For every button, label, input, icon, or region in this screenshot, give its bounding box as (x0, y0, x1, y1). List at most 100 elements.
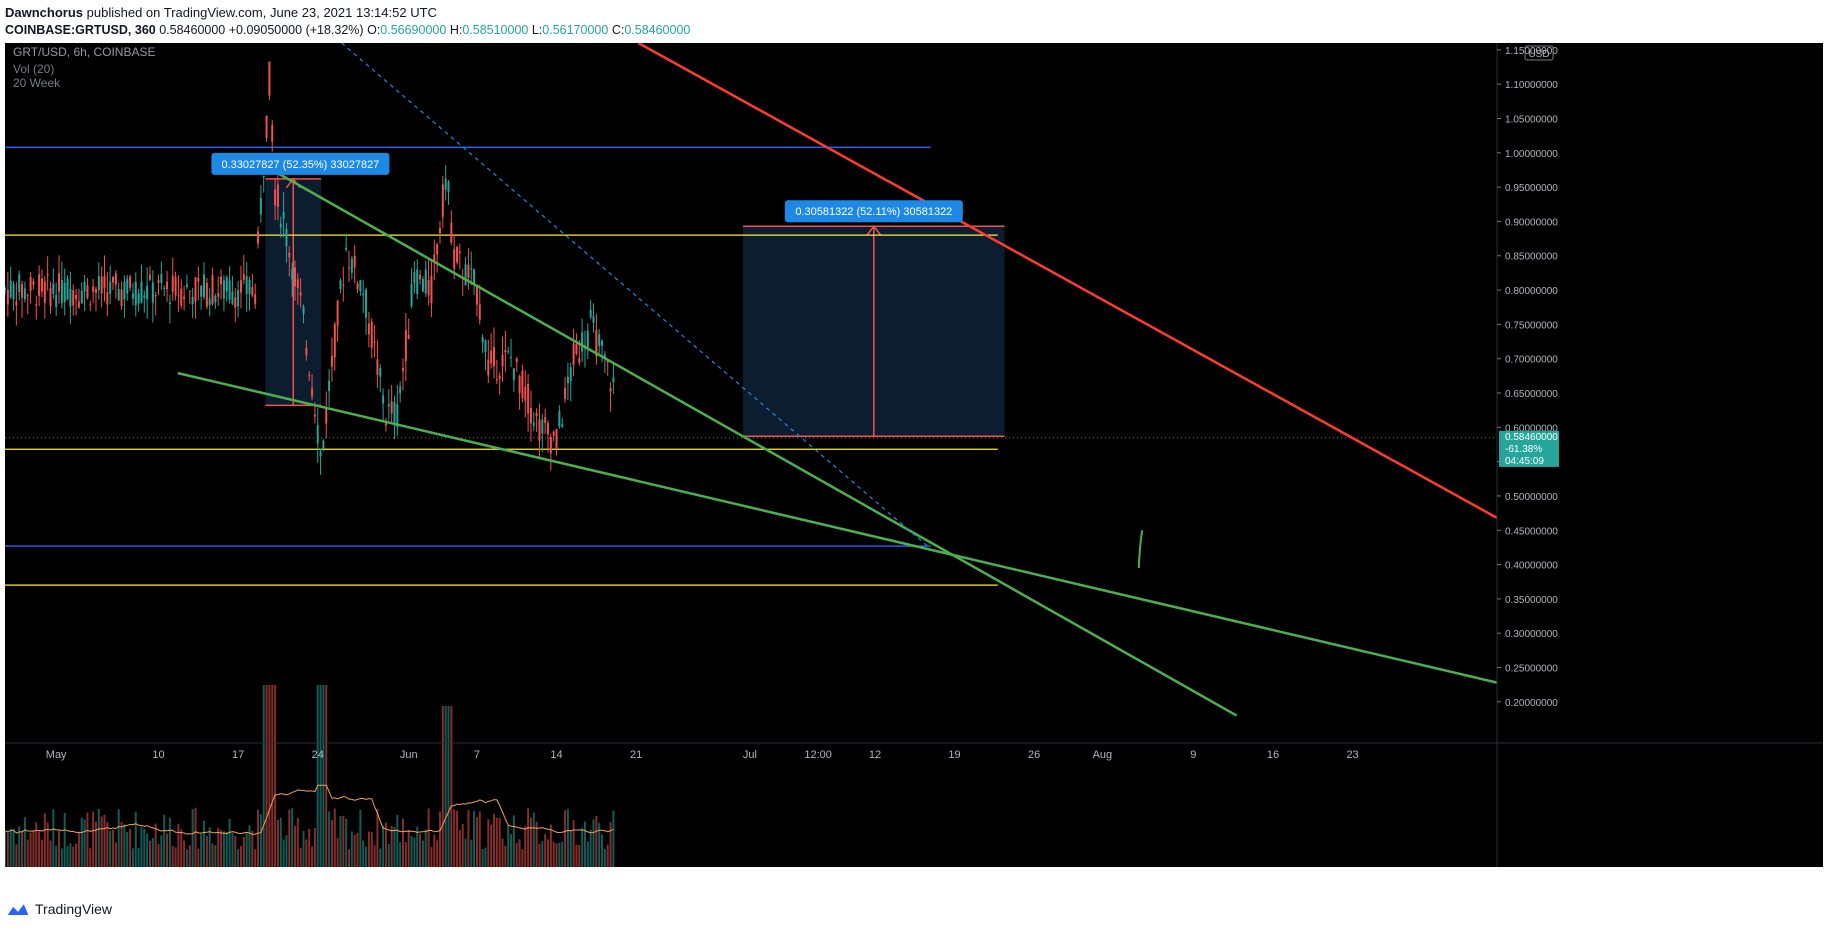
candle-body (106, 292, 109, 305)
tradingview-brand[interactable]: TradingView (35, 901, 113, 917)
candle-body (228, 280, 231, 300)
volume-bar (578, 844, 581, 867)
volume-bar (92, 811, 95, 867)
candle-body (86, 285, 89, 299)
volume-bar (612, 810, 615, 867)
candle-body (231, 291, 234, 304)
volume-bar (402, 818, 405, 867)
volume-bar (129, 829, 132, 867)
volume-bar (63, 812, 66, 867)
volume-bar (558, 842, 561, 867)
candle-body (134, 281, 137, 306)
volume-bar (197, 848, 200, 867)
y-tick-label: 0.20000000 (1505, 698, 1558, 709)
candle-body (123, 281, 126, 300)
candle-body (589, 309, 592, 318)
volume-bar (356, 832, 359, 867)
volume-bar (66, 846, 69, 867)
candle-body (447, 181, 450, 192)
interval-text: 360 (134, 23, 156, 37)
volume-bar (433, 834, 436, 867)
volume-bar (254, 849, 257, 867)
volume-bar (200, 833, 203, 867)
volume-bar (379, 848, 382, 867)
candle-body (456, 247, 459, 263)
volume-bar (203, 820, 206, 867)
trendline-falling-wedge-bottom (177, 371, 1498, 684)
volume-bar (239, 845, 242, 867)
volume-bar (217, 827, 220, 867)
x-tick-label: 23 (1346, 749, 1358, 761)
volume-bar (94, 821, 97, 867)
volume-bar (333, 808, 336, 867)
candle-body (268, 61, 271, 96)
candle-body (353, 255, 356, 268)
candle-body (100, 276, 103, 293)
candle-body (592, 316, 595, 323)
volume-bar (325, 685, 328, 867)
author-name[interactable]: Dawnchorus (5, 5, 84, 20)
volume-bar (589, 829, 592, 867)
volume-bar (575, 844, 578, 867)
volume-bar (157, 843, 160, 867)
candle-body (302, 306, 305, 314)
volume-bar (467, 810, 470, 867)
volume-bar (60, 848, 63, 867)
x-tick-label: 7 (474, 749, 480, 761)
candle-body (191, 296, 194, 305)
volume-bar (299, 847, 302, 867)
volume-bar (464, 838, 467, 867)
currency-label: USD (1528, 49, 1549, 60)
volume-bar (38, 831, 41, 867)
volume-bar (154, 823, 157, 867)
candle-body (595, 329, 598, 357)
candle-body (18, 274, 21, 292)
y-tick-label: 0.90000000 (1505, 217, 1558, 228)
candle-body (376, 359, 379, 375)
volume-bar (12, 829, 15, 867)
volume-bar (367, 831, 370, 867)
volume-bar (174, 847, 177, 867)
candle-body (501, 354, 504, 367)
close-value: 0.58460000 (624, 23, 691, 37)
volume-bar (478, 811, 481, 867)
volume-bar (276, 819, 279, 867)
volume-bar (163, 814, 166, 867)
volume-bar (538, 843, 541, 867)
candle-body (208, 298, 211, 306)
candle-body (126, 278, 129, 294)
volume-bar (353, 834, 356, 867)
measure-label-1: 0.33027827 (52.35%) 33027827 (222, 159, 380, 171)
candle-body (342, 284, 345, 286)
volume-bar (177, 823, 180, 867)
candle-body (69, 288, 72, 307)
candle-body (467, 264, 470, 278)
volume-bar (97, 808, 100, 867)
candle-body (148, 274, 151, 280)
candle-body (558, 411, 561, 427)
volume-bar (140, 826, 143, 867)
volume-bar (23, 817, 26, 867)
candle-body (109, 281, 112, 294)
symbol-text: COINBASE:GRTUSD (5, 23, 128, 37)
candle-body (421, 279, 424, 292)
candle-body (265, 115, 268, 139)
volume-bar (220, 829, 223, 867)
y-tick-label: 0.50000000 (1505, 492, 1558, 503)
candle-body (55, 294, 58, 307)
candle-body (26, 295, 29, 297)
volume-bar (521, 849, 524, 867)
volume-bar (311, 846, 314, 867)
candle-body (77, 301, 80, 308)
y-tick-label: 0.80000000 (1505, 286, 1558, 297)
candle-body (83, 281, 86, 292)
candle-body (112, 276, 115, 283)
x-tick-label: 9 (1190, 749, 1196, 761)
volume-bar (40, 839, 43, 867)
volume-bar (532, 812, 535, 867)
volume-bar (458, 830, 461, 867)
volume-bar (313, 828, 316, 867)
chart-canvas[interactable]: GRT/USD, 6h, COINBASE Vol (20)20 Week 0.33… (5, 43, 1823, 867)
chart-area[interactable]: GRT/USD, 6h, COINBASE Vol (20) 20 Week 0.33… (5, 43, 1823, 867)
volume-bar (601, 834, 604, 867)
